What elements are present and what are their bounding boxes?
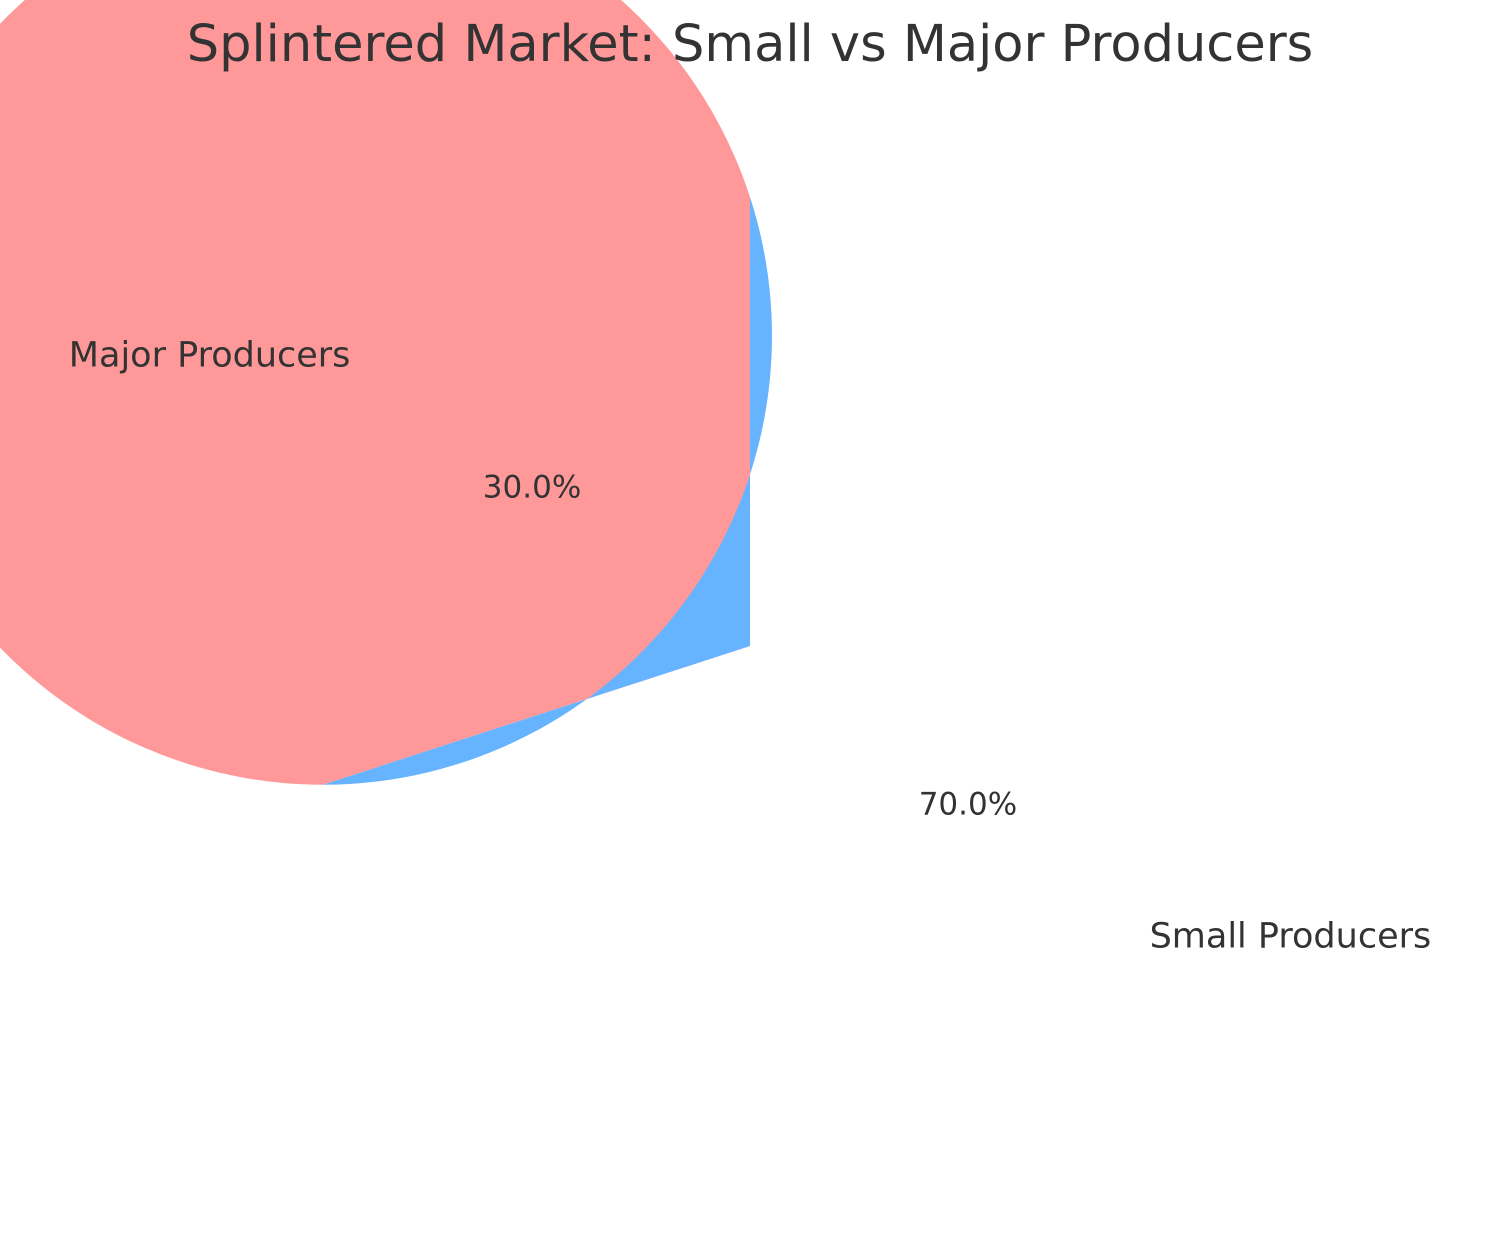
pie-slice-major-producers [322,197,772,785]
pie-pct-label-small-producers: 70.0% [919,786,1017,822]
chart-title: Splintered Market: Small vs Major Produc… [186,15,1314,74]
pie-slice-small-producers [0,0,750,785]
pie-pct-label-major-producers: 30.0% [483,470,581,506]
pie-category-label-small-producers: Small Producers [1150,916,1432,956]
pie-category-label-major-producers: Major Producers [69,336,351,376]
